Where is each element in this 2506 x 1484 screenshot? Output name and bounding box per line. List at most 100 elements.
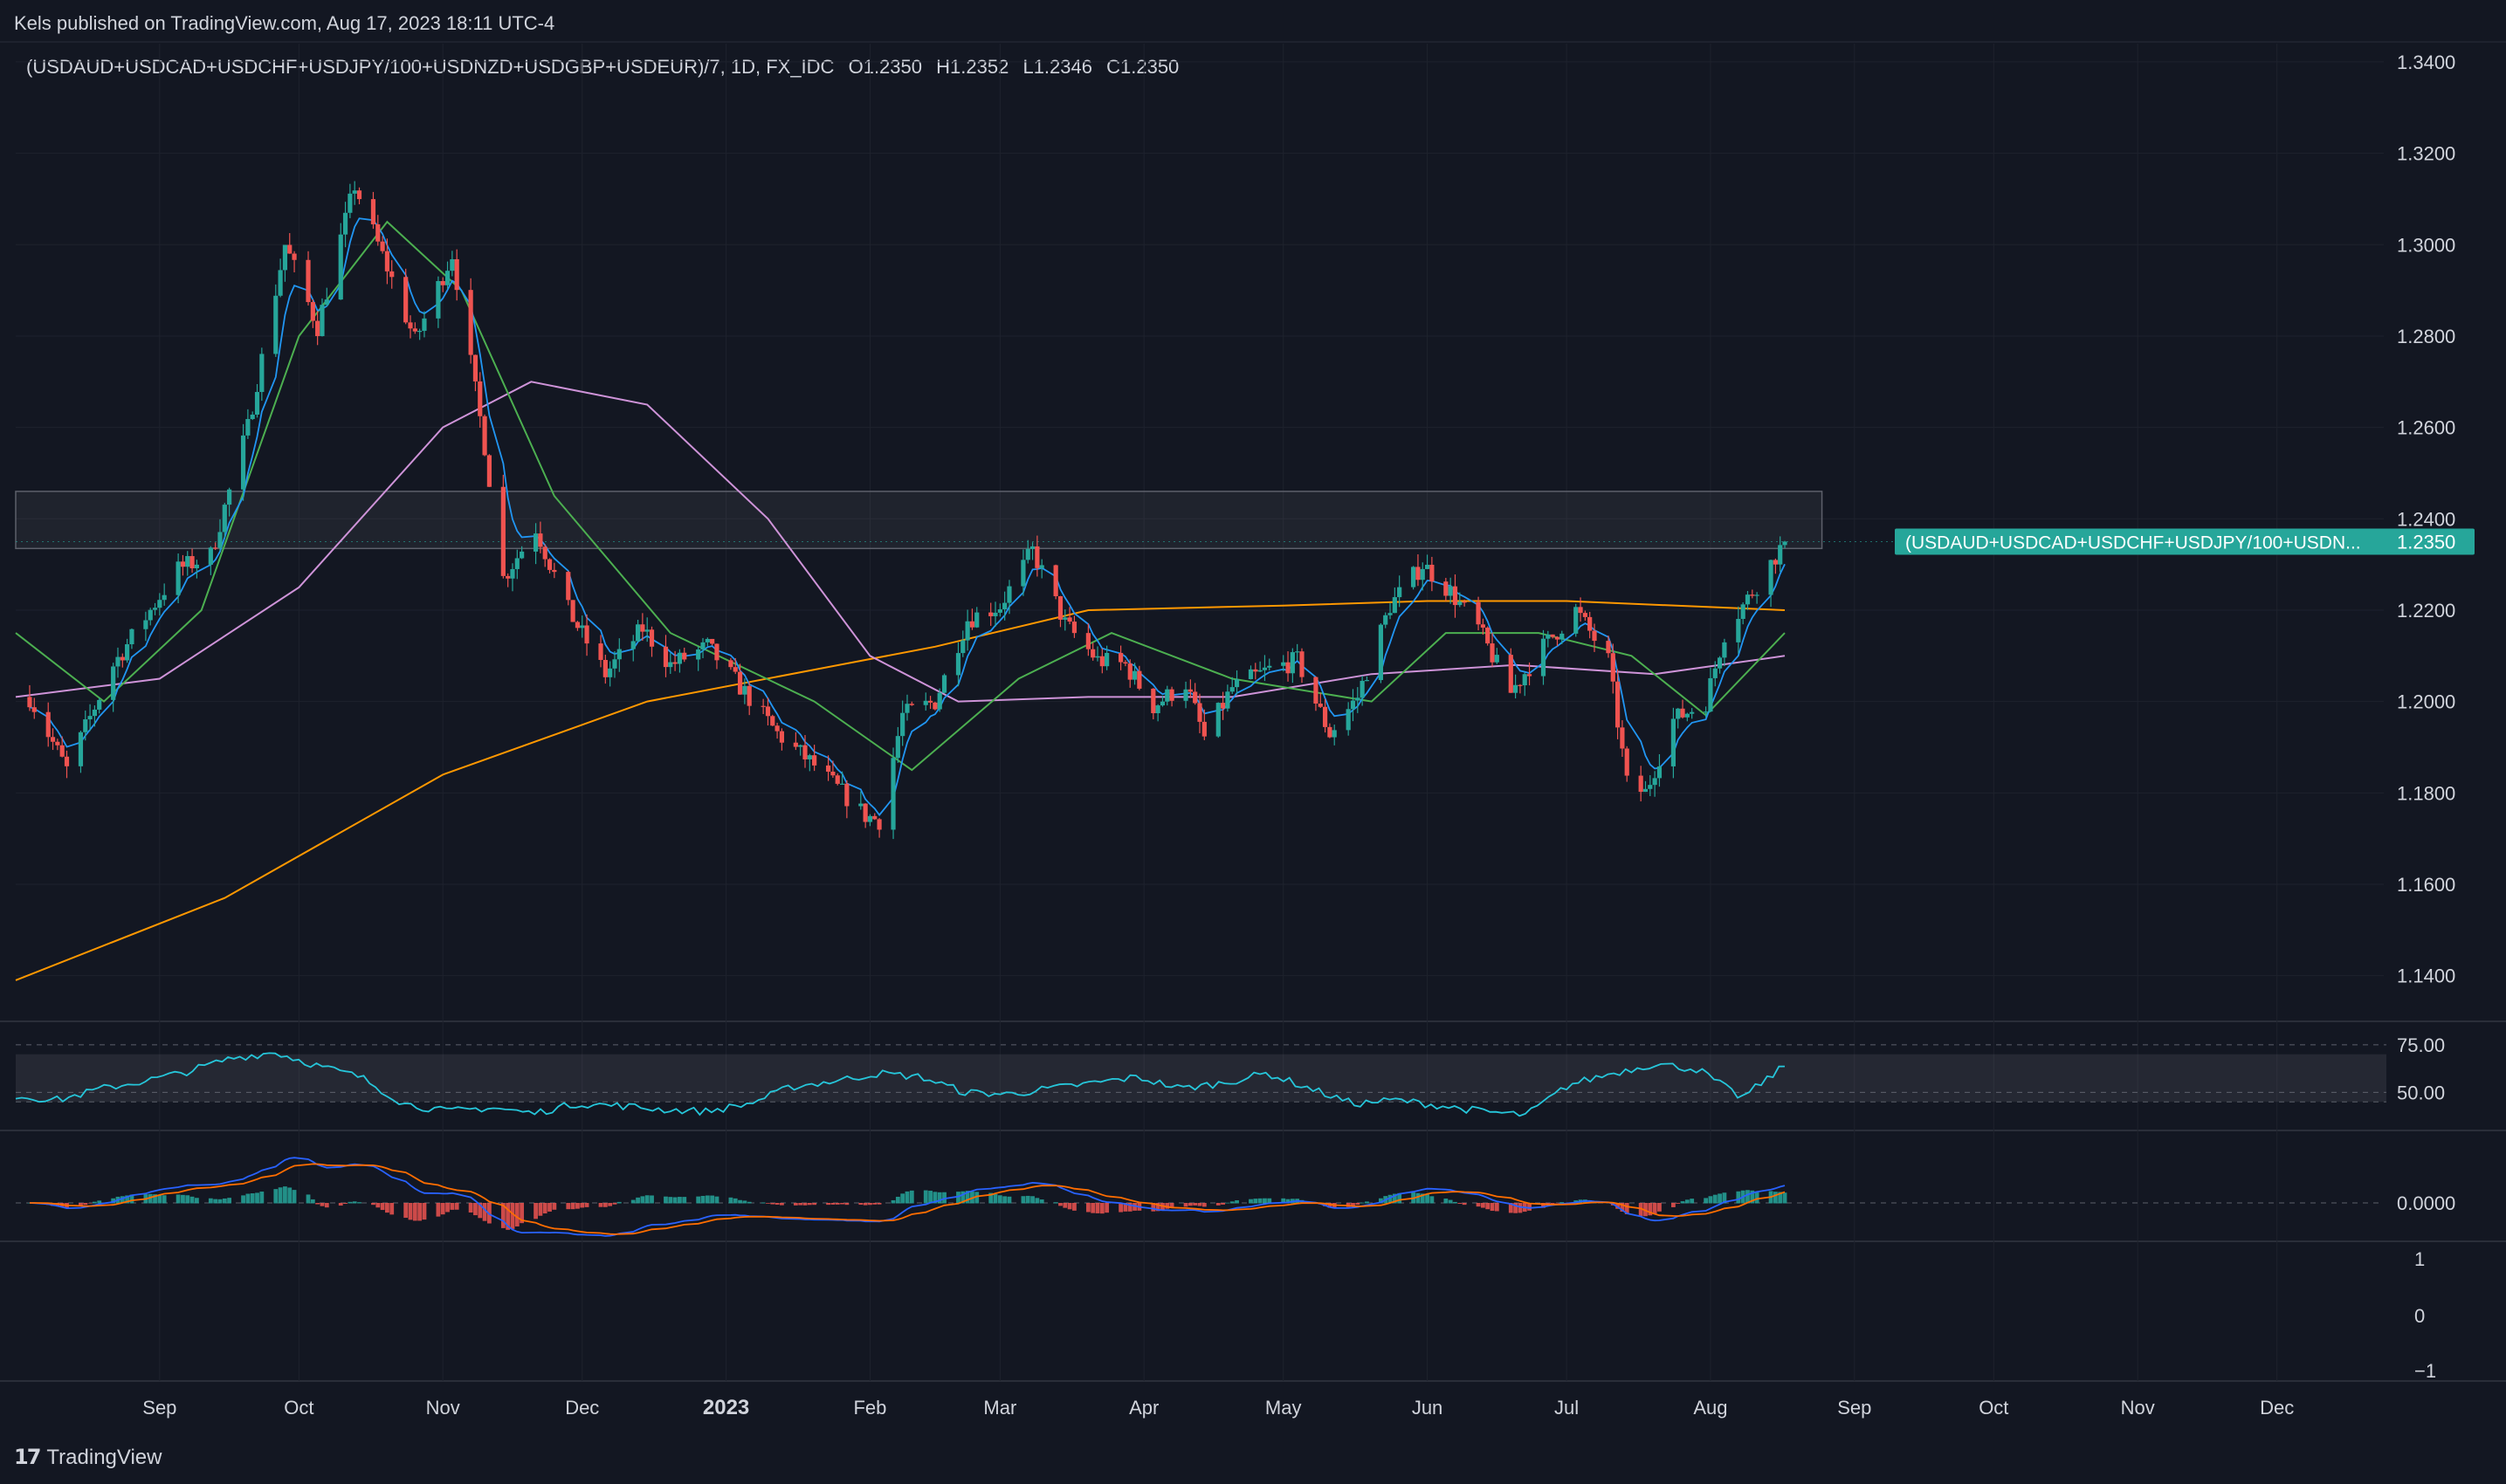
candle-body	[1452, 586, 1458, 606]
macd-histogram-bar	[552, 1203, 557, 1210]
zone-rect	[15, 491, 1823, 550]
candle-body	[969, 621, 975, 628]
candle-body	[612, 659, 617, 669]
macd-histogram-bar	[120, 1196, 125, 1204]
macd-histogram-bar	[826, 1203, 830, 1206]
candle-body	[1508, 655, 1513, 693]
candle-body	[742, 685, 747, 695]
candle-body	[240, 435, 246, 490]
macd-histogram-bar	[830, 1203, 836, 1205]
macd-histogram-bar	[997, 1195, 1002, 1204]
candle-body	[533, 533, 539, 552]
candle-body	[227, 489, 232, 505]
macd-histogram-bar	[259, 1192, 265, 1204]
candle-body	[825, 765, 831, 772]
macd-histogram-bar	[1249, 1199, 1253, 1204]
x-tick-label: Jun	[1412, 1397, 1442, 1419]
symbol-name[interactable]: (USDAUD+USDCAD+USDCHF+USDJPY/100+USDNZD+…	[26, 56, 835, 78]
macd-histogram-bar	[1754, 1191, 1759, 1204]
ohlc-low-label: L	[1022, 56, 1034, 78]
macd-histogram-bar	[1021, 1196, 1026, 1204]
macd-histogram-bar	[1550, 1203, 1555, 1205]
candle-body	[937, 692, 942, 710]
macd-histogram-bar	[1215, 1203, 1221, 1206]
macd-histogram-bar	[208, 1198, 213, 1204]
time-axis: Sep Oct Nov Dec 2023 Feb Mar Apr May Jun Jul Aug Sep…	[142, 1396, 2294, 1419]
candle-body	[162, 594, 167, 601]
candle-body	[444, 271, 451, 285]
macd-histogram-bar	[185, 1195, 190, 1204]
candle-body	[417, 331, 423, 333]
candle-body	[370, 199, 376, 224]
candle-body	[872, 815, 878, 820]
candle-body	[31, 707, 37, 712]
macd-histogram-bar	[598, 1203, 603, 1207]
candle-body	[1091, 649, 1096, 658]
candle-body	[1676, 708, 1681, 719]
candle-body	[1285, 662, 1291, 674]
macd-histogram-bar	[157, 1194, 162, 1204]
candle-body	[793, 742, 798, 747]
candle-body	[352, 190, 357, 194]
candle-body	[630, 641, 636, 649]
candle-body	[1299, 651, 1305, 677]
candle-body	[245, 419, 251, 436]
candle-body	[1318, 703, 1323, 707]
candle-body	[292, 253, 297, 260]
macd-histogram-bar	[570, 1203, 575, 1210]
candle-body	[1546, 634, 1551, 639]
candle-body	[812, 755, 817, 766]
macd-histogram-bar	[352, 1201, 357, 1204]
macd-histogram-bar	[566, 1203, 571, 1210]
macd-histogram-bar	[482, 1203, 487, 1221]
macd-histogram-bar	[380, 1203, 385, 1211]
candle-body	[1592, 630, 1597, 642]
candle-body	[1262, 667, 1268, 670]
macd-histogram-bar	[895, 1196, 900, 1204]
candle-body	[1443, 581, 1449, 596]
macd-tick-label: 0.0000	[2397, 1192, 2455, 1214]
candle-body	[208, 547, 213, 565]
candle-body	[282, 244, 288, 271]
candle-body	[115, 656, 120, 667]
macd-histogram-bar	[538, 1203, 543, 1216]
macd-histogram-bar	[891, 1199, 896, 1204]
macd-histogram-bar	[909, 1190, 914, 1204]
candle-body	[1415, 567, 1421, 581]
macd-histogram-bar	[514, 1203, 520, 1226]
candle-body	[1578, 607, 1583, 614]
candle-body	[1485, 627, 1491, 644]
candle-body	[575, 622, 581, 629]
candle-body	[1229, 687, 1235, 692]
x-tick-label: Feb	[853, 1397, 886, 1419]
macd-histogram-bar	[1169, 1203, 1174, 1208]
macd-histogram-bar	[1745, 1190, 1750, 1204]
candle-body	[895, 736, 900, 759]
tradingview-brand[interactable]: 𝟭𝟳 TradingView	[14, 1445, 162, 1470]
y-tick-label: 1.1800	[2397, 782, 2455, 804]
macd-histogram-bar	[343, 1203, 348, 1205]
macd-histogram-bar	[375, 1203, 381, 1208]
candle-body	[436, 280, 441, 319]
macd-histogram-bar	[385, 1203, 389, 1213]
candle-body	[844, 783, 850, 807]
candle-body	[1522, 674, 1527, 686]
macd-histogram-bar	[580, 1203, 585, 1208]
macd-histogram-bar	[1365, 1201, 1369, 1204]
candle-body	[403, 277, 409, 323]
macd-histogram-bar	[194, 1198, 199, 1204]
candle-body	[440, 280, 445, 285]
macd-histogram-bar	[1355, 1203, 1360, 1206]
candle-body	[348, 193, 353, 213]
candle-body	[185, 556, 190, 567]
macd-histogram-bar	[450, 1203, 455, 1210]
candle-body	[97, 699, 102, 710]
candle-body	[1638, 775, 1643, 793]
macd-histogram-bar	[993, 1193, 998, 1204]
ohlc-close-label: C	[1106, 56, 1120, 78]
macd-histogram-bar	[468, 1203, 473, 1213]
candle-body	[923, 700, 928, 705]
macd-histogram-bar	[650, 1195, 654, 1204]
macd-histogram-bar	[1030, 1196, 1035, 1204]
